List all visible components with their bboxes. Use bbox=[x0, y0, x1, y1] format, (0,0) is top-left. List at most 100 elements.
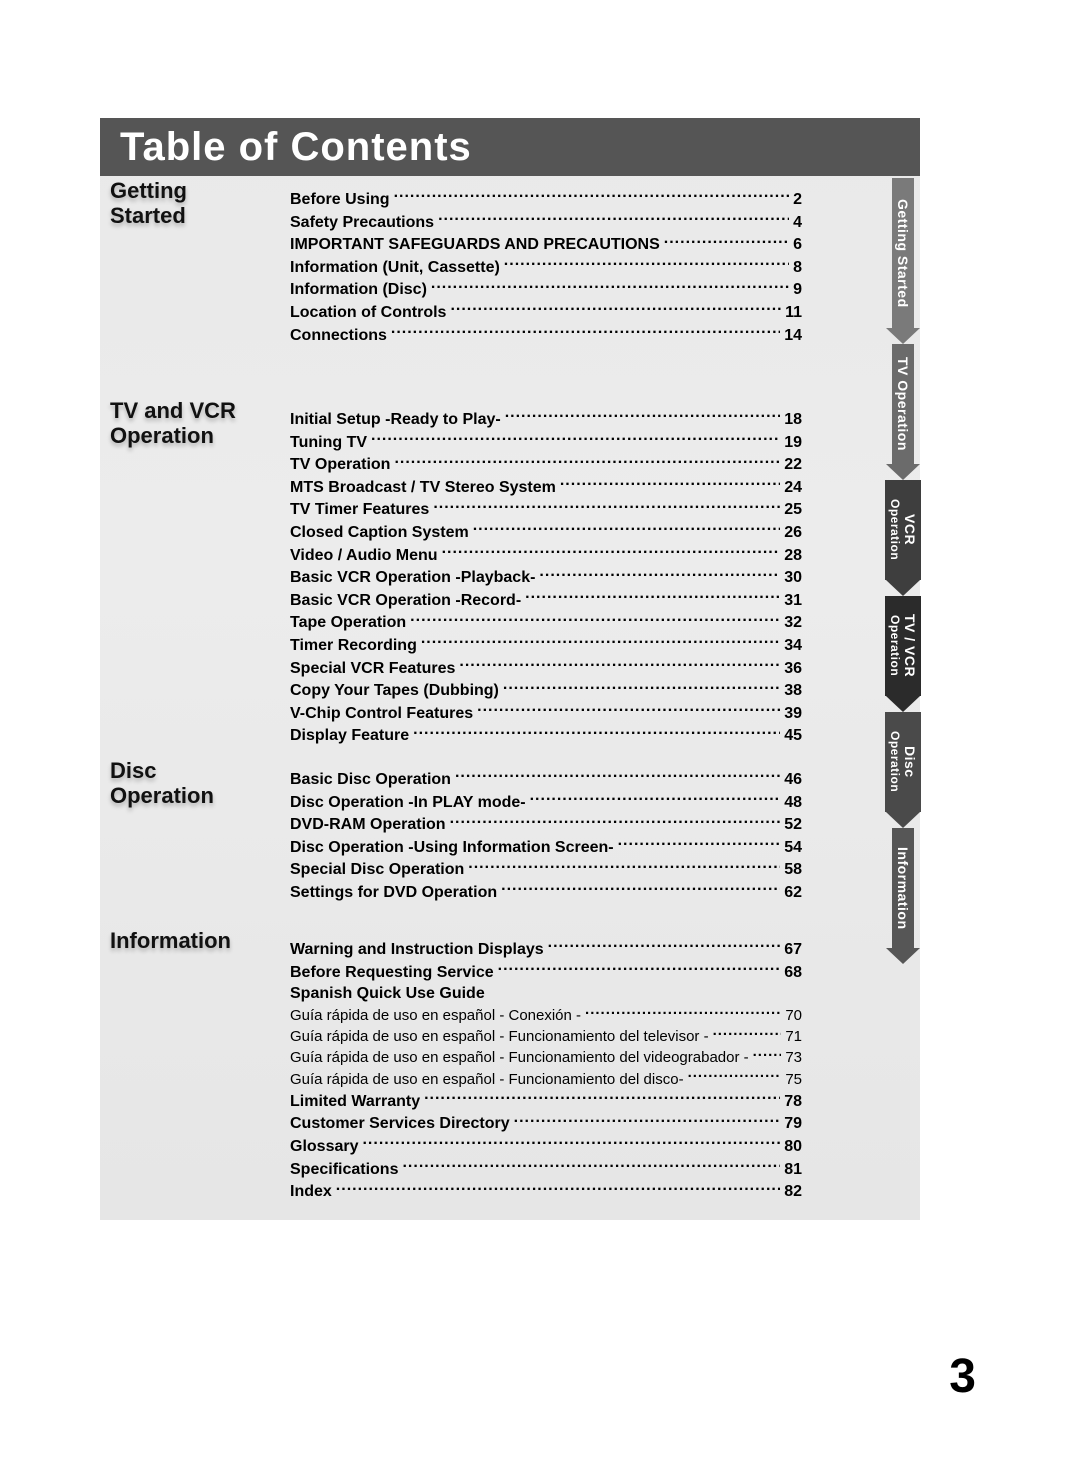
toc-entry: Information (Unit, Cassette)8 bbox=[290, 256, 802, 279]
toc-entry-page: 14 bbox=[784, 325, 802, 347]
toc-entry-page: 68 bbox=[784, 962, 802, 984]
toc-entry-page: 2 bbox=[793, 189, 802, 211]
toc-entry-page: 52 bbox=[784, 814, 802, 836]
toc-entry-page: 62 bbox=[784, 882, 802, 904]
toc-entry-label: Disc Operation -In PLAY mode- bbox=[290, 792, 526, 814]
toc-entry-label: Special VCR Features bbox=[290, 658, 455, 680]
toc-dots bbox=[433, 498, 780, 514]
toc-block: Warning and Instruction Displays67Before… bbox=[290, 938, 802, 1203]
toc-entry: Spanish Quick Use Guide bbox=[290, 983, 802, 1005]
toc-entry-label: DVD-RAM Operation bbox=[290, 814, 446, 836]
toc-dots bbox=[560, 476, 780, 492]
toc-entry-label: Video / Audio Menu bbox=[290, 545, 438, 567]
toc-entry-page: 30 bbox=[784, 567, 802, 589]
toc-entry-label: Copy Your Tapes (Dubbing) bbox=[290, 680, 499, 702]
toc-entry: Guía rápida de uso en español - Funciona… bbox=[290, 1026, 802, 1047]
toc-entry-label: Glossary bbox=[290, 1136, 358, 1158]
toc-entry-page: 4 bbox=[793, 212, 802, 234]
toc-dots bbox=[473, 521, 781, 537]
toc-dots bbox=[391, 324, 780, 340]
section-heading: DiscOperation bbox=[110, 758, 214, 809]
side-tab-label: DiscOperation bbox=[885, 712, 921, 812]
toc-dots bbox=[525, 589, 780, 605]
toc-entry: V-Chip Control Features39 bbox=[290, 702, 802, 725]
toc-entry-page: 75 bbox=[785, 1070, 802, 1090]
toc-block: Before Using2Safety Precautions 4 IMPORTAN… bbox=[290, 188, 802, 346]
side-tab: VCROperation bbox=[886, 480, 920, 596]
toc-entry-page: 78 bbox=[784, 1091, 802, 1113]
side-tab-label: Getting Started bbox=[892, 178, 914, 328]
toc-entry: Customer Services Directory 79 bbox=[290, 1112, 802, 1135]
toc-entry-label: Initial Setup -Ready to Play- bbox=[290, 409, 501, 431]
toc-entry: Information (Disc)9 bbox=[290, 278, 802, 301]
toc-dots bbox=[455, 768, 780, 784]
toc-entry: Tape Operation32 bbox=[290, 611, 802, 634]
chevron-down-icon bbox=[886, 948, 920, 964]
section-heading: TV and VCROperation bbox=[110, 398, 236, 449]
toc-dots bbox=[468, 858, 780, 874]
toc-entry: Special Disc Operation58 bbox=[290, 858, 802, 881]
toc-dots bbox=[450, 813, 781, 829]
toc-dots bbox=[336, 1180, 780, 1196]
toc-entry-label: TV Timer Features bbox=[290, 499, 429, 521]
toc-entry: Basic VCR Operation -Record-31 bbox=[290, 589, 802, 612]
toc-entry: Before Using2 bbox=[290, 188, 802, 211]
toc-dots bbox=[539, 566, 780, 582]
side-tabs: Getting Started TV Operation VCROperation T… bbox=[886, 178, 920, 964]
toc-entry-label: Location of Controls bbox=[290, 302, 446, 324]
toc-entry-label: Limited Warranty bbox=[290, 1091, 420, 1113]
page-title: Table of Contents bbox=[120, 125, 472, 170]
side-tab-label: TV Operation bbox=[892, 344, 914, 464]
toc-dots bbox=[530, 791, 781, 807]
side-tab: Information bbox=[886, 828, 920, 964]
toc-entry-page: 79 bbox=[784, 1113, 802, 1135]
chevron-down-icon bbox=[886, 812, 920, 828]
toc-entry-label: Disc Operation -Using Information Screen… bbox=[290, 837, 614, 859]
toc-dots bbox=[410, 611, 780, 627]
toc-entry: Special VCR Features36 bbox=[290, 657, 802, 680]
toc-entry: MTS Broadcast / TV Stereo System 24 bbox=[290, 476, 802, 499]
toc-entry-label: Safety Precautions bbox=[290, 212, 434, 234]
toc-entry-label: Timer Recording bbox=[290, 635, 417, 657]
toc-entry: Guía rápida de uso en español - Funciona… bbox=[290, 1047, 802, 1068]
toc-entry-label: Guía rápida de uso en español - Funciona… bbox=[290, 1048, 749, 1068]
side-tab: DiscOperation bbox=[886, 712, 920, 828]
toc-entry-page: 80 bbox=[784, 1136, 802, 1158]
toc-entry-label: Basic VCR Operation -Playback- bbox=[290, 567, 535, 589]
toc-entry: Limited Warranty 78 bbox=[290, 1090, 802, 1113]
toc-dots bbox=[394, 453, 780, 469]
toc-dots bbox=[618, 836, 781, 852]
toc-entry: Before Requesting Service 68 bbox=[290, 961, 802, 984]
toc-entry: Video / Audio Menu 28 bbox=[290, 544, 802, 567]
toc-entry-page: 31 bbox=[784, 590, 802, 612]
toc-dots bbox=[548, 938, 781, 954]
toc-entry: Glossary 80 bbox=[290, 1135, 802, 1158]
toc-entry-label: Information (Unit, Cassette) bbox=[290, 257, 500, 279]
side-tab-label: VCROperation bbox=[885, 480, 921, 580]
toc-entry-page: 38 bbox=[784, 680, 802, 702]
toc-entry-label: IMPORTANT SAFEGUARDS AND PRECAUTIONS bbox=[290, 234, 660, 256]
toc-dots bbox=[402, 1158, 780, 1174]
toc-entry-page: 28 bbox=[784, 545, 802, 567]
toc-entry-label: Guía rápida de uso en español - Conexión… bbox=[290, 1006, 581, 1026]
toc-entry-label: Customer Services Directory bbox=[290, 1113, 510, 1135]
toc-dots bbox=[753, 1047, 782, 1062]
toc-entry-page: 26 bbox=[784, 522, 802, 544]
toc-dots bbox=[713, 1026, 782, 1041]
toc-entry-label: Settings for DVD Operation bbox=[290, 882, 497, 904]
toc-entry: Initial Setup -Ready to Play-18 bbox=[290, 408, 802, 431]
toc-dots bbox=[514, 1112, 781, 1128]
toc-entry-page: 54 bbox=[784, 837, 802, 859]
toc-entry-page: 24 bbox=[784, 477, 802, 499]
toc-entry-label: TV Operation bbox=[290, 454, 390, 476]
toc-dots bbox=[664, 233, 789, 249]
toc-entry-label: MTS Broadcast / TV Stereo System bbox=[290, 477, 556, 499]
toc-dots bbox=[371, 431, 780, 447]
section-heading: Information bbox=[110, 928, 231, 953]
toc-entry-page: 81 bbox=[784, 1159, 802, 1181]
side-tab-label: TV / VCROperation bbox=[885, 596, 921, 696]
toc-entry-label: Before Requesting Service bbox=[290, 962, 494, 984]
side-tab: TV Operation bbox=[886, 344, 920, 480]
toc-entry: Display Feature45 bbox=[290, 724, 802, 747]
toc-entry-label: Index bbox=[290, 1181, 332, 1203]
